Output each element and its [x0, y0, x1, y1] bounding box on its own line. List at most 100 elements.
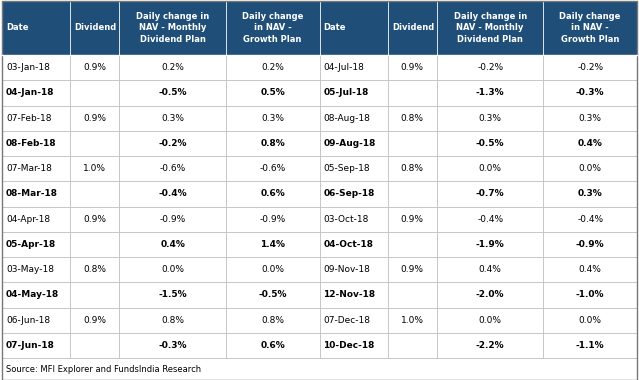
Bar	[226, 181, 320, 206]
Bar	[543, 106, 637, 131]
Bar	[70, 131, 119, 156]
Text: 07-Feb-18: 07-Feb-18	[6, 114, 52, 123]
Bar	[437, 307, 543, 333]
Text: 0.4%: 0.4%	[160, 240, 185, 249]
Text: -1.3%: -1.3%	[476, 89, 504, 97]
Text: 07-Jun-18: 07-Jun-18	[6, 341, 55, 350]
Text: 05-Apr-18: 05-Apr-18	[6, 240, 56, 249]
Text: 03-Jan-18: 03-Jan-18	[6, 63, 50, 72]
Text: 06-Jun-18: 06-Jun-18	[6, 316, 50, 325]
Bar	[119, 1, 226, 55]
Text: 0.8%: 0.8%	[260, 139, 285, 148]
Text: 0.0%: 0.0%	[579, 316, 602, 325]
Text: 0.3%: 0.3%	[479, 114, 502, 123]
Bar	[320, 333, 388, 358]
Bar	[320, 307, 388, 333]
Text: 0.8%: 0.8%	[401, 164, 424, 173]
Text: -1.5%: -1.5%	[158, 290, 187, 299]
Bar	[437, 282, 543, 307]
Text: -0.5%: -0.5%	[158, 89, 187, 97]
Bar	[388, 1, 437, 55]
Bar	[226, 257, 320, 282]
Text: 0.9%: 0.9%	[401, 265, 424, 274]
Text: -0.6%: -0.6%	[259, 164, 286, 173]
Bar	[226, 131, 320, 156]
Text: -0.2%: -0.2%	[158, 139, 187, 148]
Bar	[226, 232, 320, 257]
Text: 0.9%: 0.9%	[401, 63, 424, 72]
Text: -0.9%: -0.9%	[576, 240, 604, 249]
Text: 0.0%: 0.0%	[261, 265, 284, 274]
Bar	[2, 206, 70, 232]
Bar	[320, 106, 388, 131]
Bar	[2, 55, 70, 80]
Bar	[119, 307, 226, 333]
Bar	[2, 282, 70, 307]
Bar	[388, 131, 437, 156]
Text: Dividend: Dividend	[392, 24, 434, 33]
Text: 0.0%: 0.0%	[479, 316, 502, 325]
Bar	[437, 232, 543, 257]
Bar	[437, 1, 543, 55]
Bar	[119, 282, 226, 307]
Text: 04-Jul-18: 04-Jul-18	[323, 63, 364, 72]
Bar	[226, 206, 320, 232]
Text: -0.2%: -0.2%	[477, 63, 504, 72]
Text: 0.0%: 0.0%	[161, 265, 184, 274]
Bar	[543, 55, 637, 80]
Bar	[2, 307, 70, 333]
Text: 0.9%: 0.9%	[83, 114, 106, 123]
Bar	[2, 181, 70, 206]
Bar	[543, 206, 637, 232]
Bar	[437, 106, 543, 131]
Bar	[388, 80, 437, 106]
Bar	[543, 257, 637, 282]
Text: 1.0%: 1.0%	[401, 316, 424, 325]
Bar	[70, 232, 119, 257]
Bar	[119, 106, 226, 131]
Bar	[70, 106, 119, 131]
Text: 04-Apr-18: 04-Apr-18	[6, 215, 50, 223]
Text: 0.4%: 0.4%	[479, 265, 502, 274]
Text: 0.3%: 0.3%	[578, 189, 603, 198]
Text: -1.1%: -1.1%	[576, 341, 604, 350]
Text: -1.9%: -1.9%	[476, 240, 505, 249]
Bar	[70, 206, 119, 232]
Text: 07-Mar-18: 07-Mar-18	[6, 164, 52, 173]
Bar	[437, 55, 543, 80]
Bar	[437, 156, 543, 181]
Bar	[2, 106, 70, 131]
Text: 0.3%: 0.3%	[261, 114, 284, 123]
Bar	[70, 257, 119, 282]
Text: 0.6%: 0.6%	[260, 189, 285, 198]
Bar	[226, 1, 320, 55]
Bar	[226, 106, 320, 131]
Text: 12-Nov-18: 12-Nov-18	[323, 290, 376, 299]
Bar	[388, 282, 437, 307]
Bar	[543, 333, 637, 358]
Bar	[226, 333, 320, 358]
Bar	[226, 55, 320, 80]
Bar	[70, 55, 119, 80]
Bar	[437, 181, 543, 206]
Bar	[543, 307, 637, 333]
Bar	[70, 181, 119, 206]
Text: 0.9%: 0.9%	[83, 63, 106, 72]
Text: 1.0%: 1.0%	[83, 164, 106, 173]
Bar	[437, 257, 543, 282]
Bar	[437, 80, 543, 106]
Bar	[437, 131, 543, 156]
Text: Daily change in
NAV - Monthly
Dividend Plan: Daily change in NAV - Monthly Dividend P…	[454, 13, 527, 44]
Text: 0.5%: 0.5%	[260, 89, 285, 97]
Text: 0.0%: 0.0%	[479, 164, 502, 173]
Bar	[543, 282, 637, 307]
Bar	[119, 156, 226, 181]
Bar	[119, 232, 226, 257]
Text: Date: Date	[6, 24, 29, 33]
Text: -0.9%: -0.9%	[160, 215, 186, 223]
Text: 09-Aug-18: 09-Aug-18	[323, 139, 376, 148]
Text: 03-May-18: 03-May-18	[6, 265, 54, 274]
Text: 0.2%: 0.2%	[161, 63, 184, 72]
Bar	[119, 80, 226, 106]
Text: -0.5%: -0.5%	[258, 290, 287, 299]
